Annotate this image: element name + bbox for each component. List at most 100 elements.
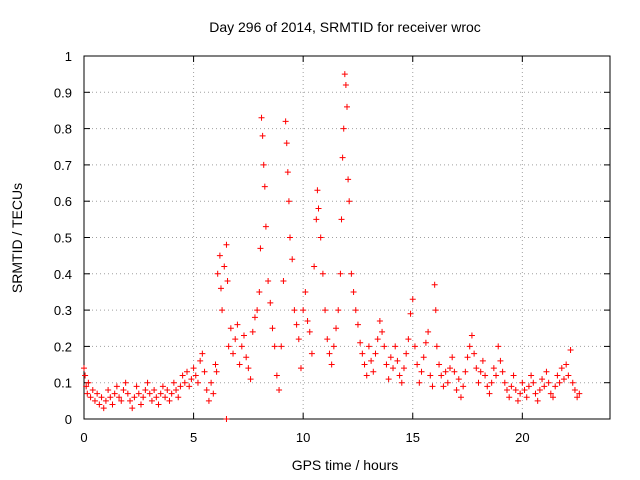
data-point <box>181 379 188 386</box>
data-point <box>214 270 221 277</box>
data-point <box>295 336 302 343</box>
data-point <box>91 397 98 404</box>
axis-ticks: 00.10.20.30.40.50.60.70.80.910 5 10 15 20 <box>54 49 610 445</box>
data-point <box>337 270 344 277</box>
data-point <box>260 161 267 168</box>
x-tick-label: 10 <box>296 430 310 445</box>
data-point <box>262 223 269 230</box>
data-point <box>317 234 324 241</box>
data-point <box>319 270 326 277</box>
data-point <box>199 350 206 357</box>
data-point <box>490 365 497 372</box>
data-point <box>370 368 377 375</box>
data-point <box>284 169 291 176</box>
data-point <box>471 350 478 357</box>
data-point <box>234 321 241 328</box>
data-point <box>96 401 103 408</box>
data-point <box>501 379 508 386</box>
data-point <box>240 332 247 339</box>
data-point <box>205 397 212 404</box>
data-point <box>271 343 278 350</box>
data-point <box>460 383 467 390</box>
data-point <box>508 383 515 390</box>
data-point <box>259 132 266 139</box>
data-point <box>315 205 322 212</box>
data-point <box>153 394 160 401</box>
data-point <box>267 299 274 306</box>
data-point <box>499 368 506 375</box>
data-point <box>503 386 510 393</box>
data-point <box>414 361 421 368</box>
data-point <box>422 339 429 346</box>
data-point <box>563 361 570 368</box>
data-point <box>98 394 105 401</box>
data-point <box>473 365 480 372</box>
data-point <box>251 314 258 321</box>
data-point <box>177 383 184 390</box>
data-point <box>313 216 320 223</box>
data-point <box>571 386 578 393</box>
data-point <box>462 368 469 375</box>
data-point <box>497 357 504 364</box>
y-tick-label: 0.6 <box>54 194 72 209</box>
plot-frame <box>83 55 611 420</box>
data-point <box>289 256 296 263</box>
data-point <box>438 372 445 379</box>
data-point <box>166 397 173 404</box>
data-point <box>140 394 147 401</box>
data-point <box>89 386 96 393</box>
data-point <box>81 365 87 372</box>
data-point <box>82 372 89 379</box>
data-point <box>217 285 224 292</box>
data-point <box>243 354 250 361</box>
data-point <box>552 383 559 390</box>
data-point <box>541 383 548 390</box>
data-point <box>306 328 313 335</box>
data-point <box>162 394 169 401</box>
data-point <box>192 372 199 379</box>
data-point <box>444 379 451 386</box>
data-point <box>376 317 383 324</box>
data-point <box>184 368 191 375</box>
data-point <box>224 278 231 285</box>
data-point <box>201 368 208 375</box>
data-point <box>340 125 347 132</box>
data-point <box>256 288 263 295</box>
data-point <box>322 307 329 314</box>
data-point <box>210 390 217 397</box>
data-point <box>190 365 197 372</box>
data-point <box>223 416 230 422</box>
data-point <box>556 379 563 386</box>
data-point <box>105 386 112 393</box>
data-point <box>365 343 372 350</box>
data-point <box>302 288 309 295</box>
data-point <box>547 390 554 397</box>
data-point <box>455 376 462 383</box>
data-point <box>345 176 352 183</box>
data-point <box>276 386 283 393</box>
x-tick-label: 20 <box>515 430 529 445</box>
data-point <box>113 383 120 390</box>
data-point <box>569 379 576 386</box>
data-point <box>285 198 292 205</box>
data-point <box>311 263 318 270</box>
data-point <box>447 365 454 372</box>
data-point <box>567 347 574 354</box>
data-point <box>179 372 186 379</box>
y-tick-label: 0.3 <box>54 303 72 318</box>
data-point <box>247 376 254 383</box>
data-point <box>409 296 416 303</box>
data-point <box>232 336 239 343</box>
data-point <box>493 372 500 379</box>
data-point <box>354 321 361 328</box>
data-point <box>390 365 397 372</box>
data-point <box>188 376 195 383</box>
y-tick-label: 0 <box>65 412 72 427</box>
data-point <box>352 307 359 314</box>
data-point <box>111 390 118 397</box>
data-point <box>506 394 513 401</box>
data-point <box>297 365 304 372</box>
data-point <box>219 307 226 314</box>
data-point <box>261 183 268 190</box>
data-point <box>477 368 484 375</box>
